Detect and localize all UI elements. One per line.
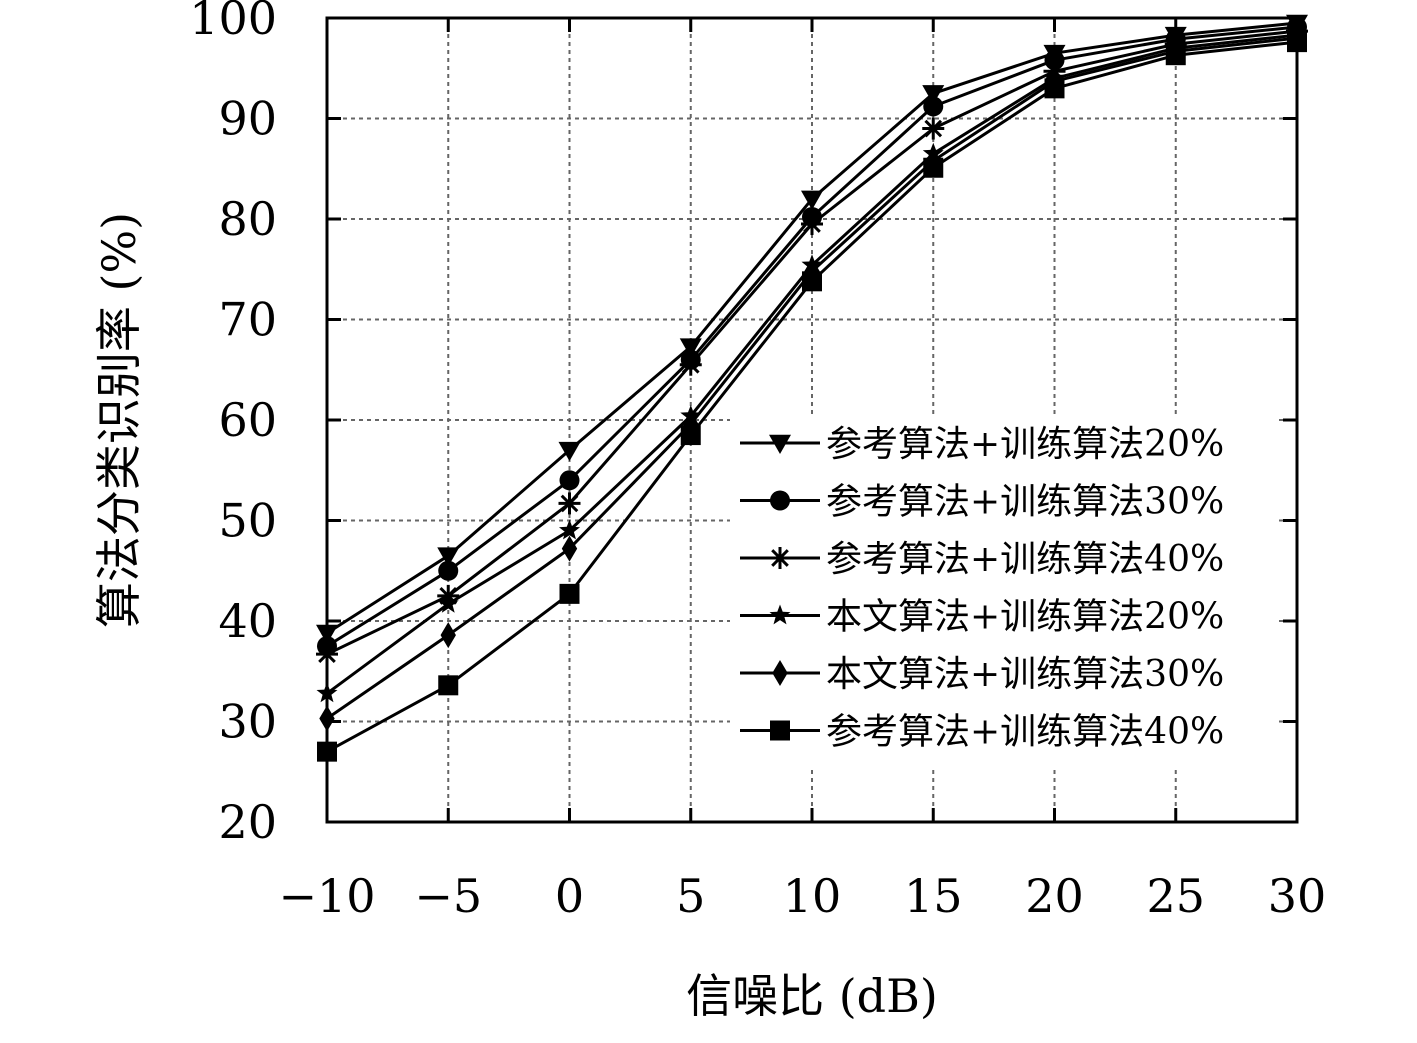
legend-label: 本文算法+训练算法30%: [826, 654, 1224, 695]
legend-marker: [769, 547, 791, 569]
legend-label: 参考算法+训练算法40%: [826, 539, 1224, 580]
series-3: [316, 20, 1308, 666]
data-point: [679, 353, 702, 376]
y-tick-label: 70: [218, 293, 277, 347]
legend: 参考算法+训练算法20% 参考算法+训练算法30% 参考算法+训练算法40% 本文算法…: [730, 414, 1276, 770]
legend-label: 参考算法+训练算法40%: [826, 712, 1224, 753]
y-tick-label: 60: [218, 393, 277, 447]
legend-entry: 本文算法+训练算法20%: [740, 597, 1224, 638]
legend-marker: [769, 604, 791, 625]
legend-marker: [770, 720, 790, 741]
data-point: [923, 157, 944, 178]
x-tick-label: 20: [1025, 869, 1084, 923]
y-axis-title: 算法分类识别率 (%): [92, 212, 146, 628]
x-tick-label: 5: [676, 869, 705, 923]
data-point: [801, 213, 823, 236]
data-point: [438, 560, 459, 581]
data-point: [438, 675, 459, 696]
x-axis-title: 信噪比 (dB): [686, 969, 938, 1023]
data-point: [922, 117, 945, 140]
y-tick-label: 30: [218, 695, 277, 749]
data-point: [1044, 78, 1065, 99]
x-tick-label: −5: [414, 869, 482, 923]
x-tick-label: 15: [904, 869, 963, 923]
data-point: [437, 592, 459, 613]
legend-label: 参考算法+训练算法20%: [826, 424, 1224, 465]
x-tick-label: 25: [1146, 869, 1205, 923]
data-point: [558, 441, 581, 462]
legend-entry: 本文算法+训练算法30%: [740, 654, 1224, 695]
x-tick-label: 30: [1268, 869, 1327, 923]
legend-marker: [770, 490, 790, 511]
legend-label: 参考算法+训练算法30%: [826, 482, 1224, 523]
data-point: [922, 85, 945, 105]
legend-marker: [769, 434, 791, 454]
data-point: [561, 535, 578, 562]
data-point: [679, 338, 702, 358]
x-tick-label: 10: [783, 869, 842, 923]
data-point: [802, 271, 822, 292]
data-point: [558, 492, 581, 515]
series-lines: [316, 14, 1308, 762]
data-point: [559, 470, 580, 491]
data-point: [440, 622, 456, 649]
legend-marker: [772, 660, 788, 686]
y-tick-label: 90: [218, 92, 277, 146]
x-tick-label: −10: [278, 869, 375, 923]
data-point: [559, 519, 580, 540]
y-tick-label: 100: [189, 0, 277, 45]
legend-label: 本文算法+训练算法20%: [826, 597, 1224, 638]
legend-entry: 参考算法+训练算法30%: [740, 482, 1224, 523]
y-tick-label: 50: [218, 494, 277, 548]
y-tick-label: 40: [218, 594, 277, 648]
data-point: [680, 425, 701, 446]
data-point: [437, 547, 460, 567]
x-tick-label: 0: [555, 869, 584, 923]
data-point: [801, 190, 823, 210]
legend-background: [730, 414, 1276, 770]
data-point: [1165, 45, 1186, 66]
data-point: [923, 96, 944, 117]
y-tick-label: 80: [218, 192, 277, 246]
y-tick-label: 20: [218, 795, 277, 849]
legend-entry: 参考算法+训练算法20%: [740, 424, 1224, 465]
data-point: [559, 583, 580, 604]
legend-entry: 参考算法+训练算法40%: [740, 712, 1224, 753]
axis-ticks: −10 −5 0 5 10 15 20 25 30 20 30 40 50 60 70 80 90 100: [189, 0, 1326, 923]
legend-entry: 参考算法+训练算法40%: [740, 539, 1224, 580]
